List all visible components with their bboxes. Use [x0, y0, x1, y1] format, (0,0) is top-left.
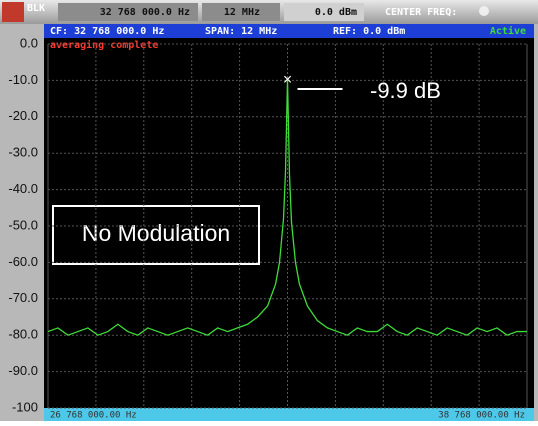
field-label: CENTER FREQ:	[385, 7, 457, 18]
y-tick-label: -50.0	[8, 217, 38, 232]
frequency: 32 768 000.0 Hz	[100, 7, 190, 18]
trace	[47, 80, 527, 336]
reference: REF: 0.0 dBm	[333, 26, 405, 37]
y-tick-label: -10.0	[8, 72, 38, 87]
knob-icon[interactable]	[479, 6, 489, 16]
span: 12 MHz	[224, 7, 260, 18]
status-bar	[44, 24, 534, 38]
y-tick-label: -90.0	[8, 363, 38, 378]
field-box[interactable]	[284, 3, 364, 21]
mode: BLK	[27, 3, 45, 14]
y-tick-label: -70.0	[8, 290, 38, 305]
peak-marker: ×	[283, 71, 292, 88]
x-tick-label: 26 768 000.00 Hz	[50, 411, 137, 421]
span-status: SPAN: 12 MHz	[205, 26, 277, 37]
field-box[interactable]	[58, 3, 198, 21]
mode-icon[interactable]	[2, 2, 24, 22]
plot-area	[44, 38, 534, 408]
y-tick-label: -60.0	[8, 254, 38, 269]
level: 0.0 dBm	[315, 7, 357, 18]
state: Active	[490, 25, 526, 37]
y-tick-label: -40.0	[8, 181, 38, 196]
field-box[interactable]	[202, 3, 280, 21]
freq-bar	[44, 408, 534, 421]
x-tick-label: 38 768 000.00 Hz	[438, 411, 525, 421]
center: CF: 32 768 000.0 Hz	[50, 26, 164, 37]
y-tick-label: -80.0	[8, 327, 38, 342]
y-tick-label: -100	[12, 399, 38, 414]
annotation: No Modulation	[82, 220, 230, 246]
subtitle: averaging complete	[50, 39, 158, 51]
annotation-box	[52, 205, 260, 265]
y-tick-label: 0.0	[20, 35, 38, 50]
y-tick-label: -30.0	[8, 145, 38, 160]
marker-label: -9.9 dB	[370, 78, 441, 103]
y-tick-label: -20.0	[8, 108, 38, 123]
